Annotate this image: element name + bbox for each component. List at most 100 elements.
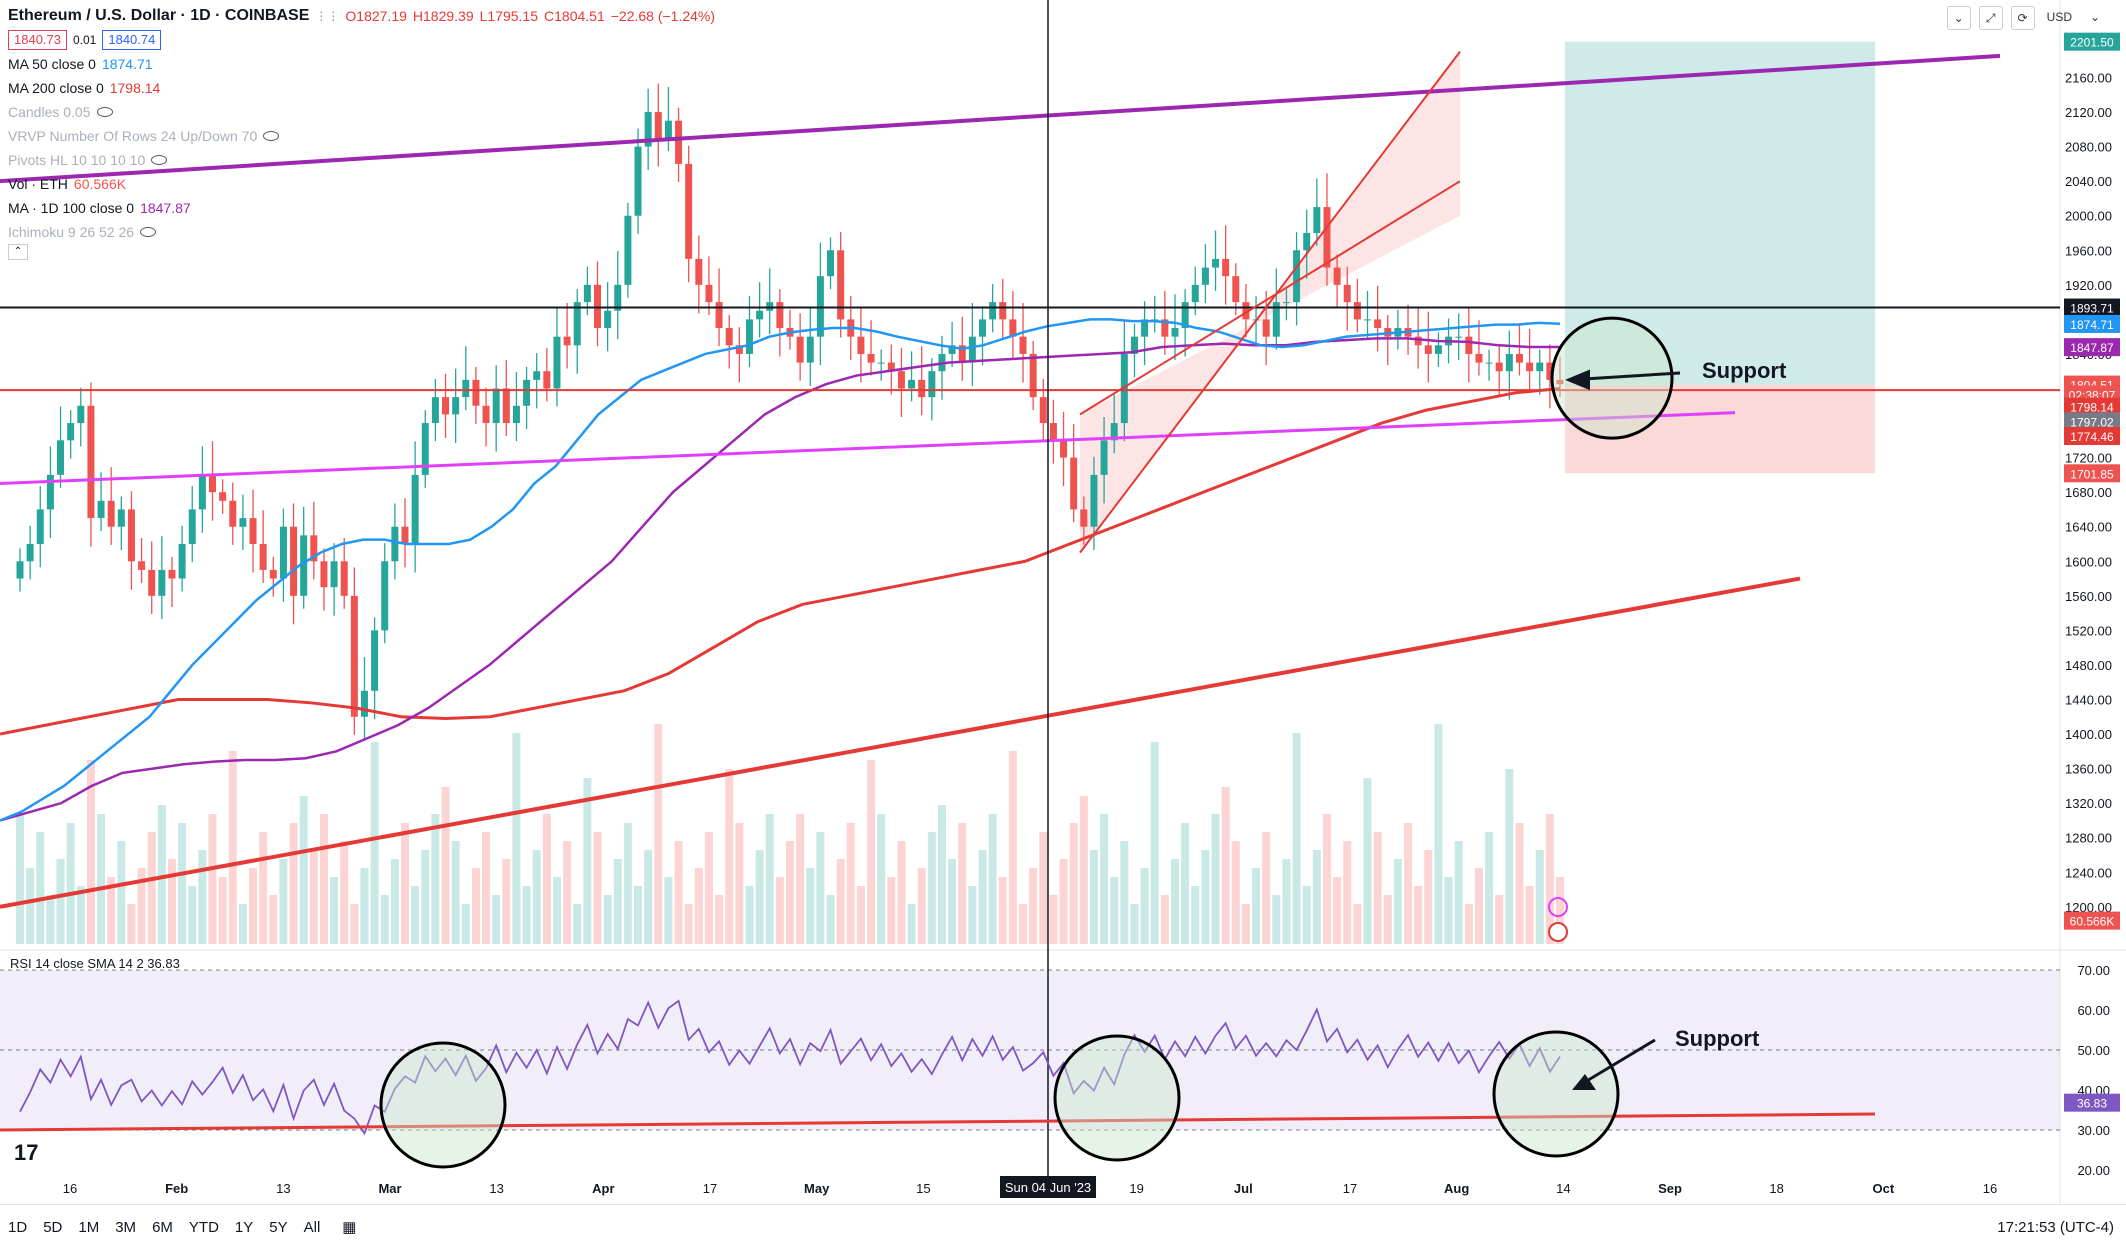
volume-bar xyxy=(1069,823,1078,944)
candle-body xyxy=(664,120,672,138)
indicator-row[interactable]: Vol · ETH 60.566K xyxy=(8,172,715,196)
candle-body xyxy=(57,440,65,475)
candle-body xyxy=(583,284,591,303)
hidden-eye-icon[interactable] xyxy=(96,107,113,117)
timeframe-button[interactable]: YTD xyxy=(188,1218,219,1236)
indicator-label: MA · 1D 100 close 0 xyxy=(8,200,135,216)
candle-body xyxy=(1465,336,1473,354)
volume-bar xyxy=(988,814,997,944)
indicator-row[interactable]: Ichimoku 9 26 52 26 xyxy=(8,220,715,244)
volume-bar xyxy=(593,832,602,944)
indicator-row[interactable]: VRVP Number Of Rows 24 Up/Down 70 xyxy=(8,124,715,148)
settings-icon[interactable]: ⋮⋮ xyxy=(315,9,340,23)
collapse-legend-button[interactable]: ⌃ xyxy=(8,244,28,260)
candle-body xyxy=(908,379,916,389)
volume-bar xyxy=(1525,886,1534,944)
time-tick-label: 19 xyxy=(1129,1181,1143,1196)
volume-bar xyxy=(583,778,592,944)
timeframe-button[interactable]: 1M xyxy=(78,1218,100,1236)
event-lightning-icon xyxy=(1548,897,1568,917)
clock[interactable]: 17:21:53 (UTC-4) xyxy=(1997,1218,2114,1236)
candle-body xyxy=(573,302,581,346)
indicator-row[interactable]: Pivots HL 10 10 10 10 xyxy=(8,148,715,172)
volume-bar xyxy=(26,868,35,944)
timeframe-button[interactable]: 3M xyxy=(115,1218,137,1236)
expand-icon[interactable]: ⤢ xyxy=(1978,6,2003,30)
timeframe-button[interactable]: 1Y xyxy=(234,1218,254,1236)
volume-bar xyxy=(806,868,815,944)
volume-bar xyxy=(968,886,977,944)
candle-body xyxy=(1161,319,1169,337)
price-label-box xyxy=(2064,427,2120,446)
candle-body xyxy=(928,371,936,398)
indicator-row[interactable]: MA · 1D 100 close 0 1847.87 xyxy=(8,196,715,220)
volume-bar xyxy=(1039,832,1048,944)
timeframe-button[interactable]: 5D xyxy=(43,1218,63,1236)
volume-bar xyxy=(36,832,45,944)
chevron-down-icon[interactable]: ⌄ xyxy=(1946,6,1971,30)
volume-bar xyxy=(563,841,572,944)
volume-bar xyxy=(350,904,359,944)
time-tick-label: 15 xyxy=(916,1181,930,1196)
indicator-row[interactable]: Candles 0.05 xyxy=(8,100,715,124)
ask-price[interactable]: 1840.74 xyxy=(102,30,162,50)
volume-bar xyxy=(1231,841,1240,944)
volume-bar xyxy=(1343,841,1352,944)
more-icon[interactable]: ⌄ xyxy=(2089,10,2101,24)
candle-body xyxy=(1049,423,1057,441)
candle-body xyxy=(1303,233,1311,251)
volume-bar xyxy=(1079,796,1088,944)
hidden-eye-icon[interactable] xyxy=(151,155,168,165)
indicator-row[interactable]: MA 200 close 0 1798.14 xyxy=(8,76,715,100)
candle-body xyxy=(1029,353,1037,398)
candle-body xyxy=(634,146,642,216)
volume-bar xyxy=(147,832,156,944)
timeframe-button[interactable]: All xyxy=(303,1218,321,1236)
price-label-text: 60.566K xyxy=(2070,915,2115,929)
candle-body xyxy=(269,569,277,579)
ohlc-change: −22.68 (−1.24%) xyxy=(610,8,716,24)
time-tick-label: 16 xyxy=(63,1181,77,1196)
candle-body xyxy=(827,250,835,277)
time-tick-label: 13 xyxy=(276,1181,290,1196)
symbol-title[interactable]: Ethereum / U.S. Dollar · 1D · COINBASE xyxy=(8,7,310,24)
volume-bar xyxy=(259,832,268,944)
rsi-support-annotation: Support xyxy=(1675,1026,1760,1051)
volume-bar xyxy=(178,823,187,944)
bid-price[interactable]: 1840.73 xyxy=(8,30,67,50)
timeframe-button[interactable]: 1D xyxy=(8,1218,28,1236)
volume-bar xyxy=(279,859,288,944)
timeframe-button[interactable]: 6M xyxy=(152,1218,173,1236)
indicator-row[interactable]: MA 50 close 0 1874.71 xyxy=(8,52,715,76)
indicator-value: 1847.87 xyxy=(140,200,191,216)
volume-bar xyxy=(846,823,855,944)
time-tick-label: 13 xyxy=(489,1181,503,1196)
volume-bar xyxy=(461,904,470,944)
candle-body xyxy=(1293,250,1301,303)
hidden-eye-icon[interactable] xyxy=(263,131,280,141)
candle-body xyxy=(1272,302,1280,337)
candle-body xyxy=(877,362,885,364)
candle-body xyxy=(340,561,348,596)
volume-bar xyxy=(725,769,734,944)
volume-bar xyxy=(269,895,278,944)
volume-bar xyxy=(735,823,744,944)
channel-lower-line xyxy=(1079,180,1461,416)
rsi-band xyxy=(0,970,2060,1130)
volume-bar xyxy=(907,904,916,944)
timeframe-button[interactable]: 5Y xyxy=(269,1218,288,1236)
candle-body xyxy=(198,474,206,510)
volume-bar xyxy=(1089,850,1098,944)
refresh-icon[interactable]: ⟳ xyxy=(2010,6,2035,30)
candle-body xyxy=(766,302,774,311)
calendar-icon[interactable]: ▦ xyxy=(342,1219,357,1236)
candle-body xyxy=(958,345,966,363)
hidden-eye-icon[interactable] xyxy=(140,227,157,237)
price-chart[interactable]: 1200.001240.001280.001320.001360.001400.… xyxy=(0,0,2126,1205)
candle-body xyxy=(371,630,379,691)
currency-button[interactable]: USD xyxy=(2046,10,2072,24)
candle-body xyxy=(381,561,389,631)
volume-bar xyxy=(127,904,136,944)
candle-body xyxy=(158,569,166,596)
candle-body xyxy=(26,543,34,562)
